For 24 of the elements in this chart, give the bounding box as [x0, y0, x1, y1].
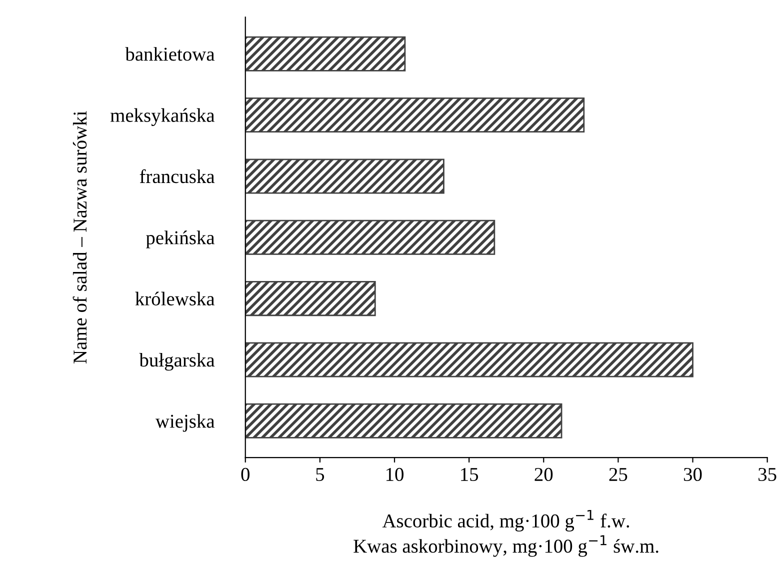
y-tick-label: francuska: [140, 169, 215, 184]
bar: [245, 36, 406, 72]
x-tick-label: 15: [461, 468, 478, 482]
y-tick-label: królewska: [135, 292, 215, 306]
y-tick-label: meksykańska: [110, 108, 215, 126]
bar: [245, 220, 496, 255]
x-tick-label: 20: [534, 468, 553, 482]
y-tick-label: wiejska: [155, 414, 215, 432]
x-axis-title: Ascorbic acid, mg·100 g$^{−1}$ f.w. Kwas askorbinowy, mg·100 g$^{−1}$ św.m.: [354, 510, 658, 557]
x-tick-label: 30: [684, 468, 702, 482]
y-tick-label: pekińska: [146, 230, 215, 248]
x-tick-label: 5: [316, 468, 324, 482]
y-tick-label: bankietowa: [125, 47, 215, 61]
x-tick-label: 10: [386, 468, 404, 482]
bar: [245, 158, 444, 194]
x-tick-label: 35: [758, 468, 776, 482]
bar: [245, 98, 585, 133]
bar: [245, 281, 376, 316]
y-axis-title: Name of salad – Nazwa surówki: [72, 111, 87, 364]
x-tick-label: 0: [241, 468, 250, 482]
y-tick-label: bułgarska: [139, 352, 215, 371]
x-tick-label: 25: [609, 468, 628, 482]
bar: [245, 342, 694, 378]
bar: [245, 403, 562, 438]
